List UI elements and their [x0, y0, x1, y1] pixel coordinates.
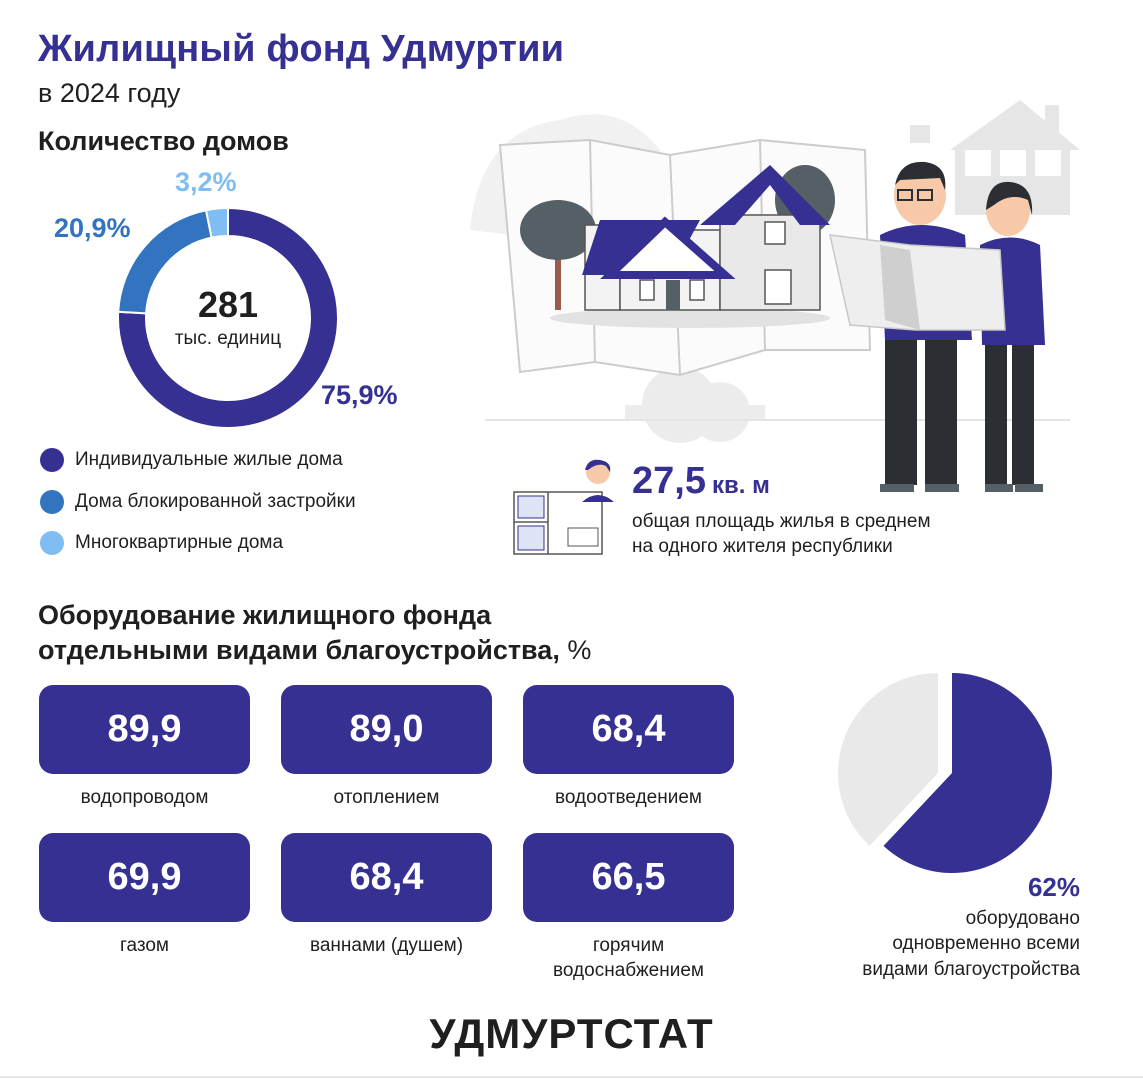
donut-slice-individual: [118, 208, 338, 428]
fully-equipped-percent: 62%: [1027, 872, 1080, 902]
equipment-title-line: Оборудование жилищного фонда: [38, 600, 492, 630]
legend-label: Многоквартирные дома: [75, 532, 284, 553]
area-description-line: общая площадь жилья в среднем: [632, 511, 931, 532]
donut-label-blocked: 20,9%: [54, 213, 131, 243]
legend-item-blocked: Дома блокированной застройки: [40, 489, 356, 515]
legend-dot-individual: [40, 448, 64, 472]
legend-dot-blocked: [40, 490, 64, 514]
stat-card-water-supply: 89,9: [39, 685, 250, 774]
donut-center-unit: тыс. единиц: [174, 328, 282, 349]
udmurtstat-logo: УДМУРТСТАТ: [429, 1010, 714, 1057]
floor-plan-icon: [513, 459, 614, 555]
footer-divider: [0, 1076, 1143, 1078]
area-value-unit: кв. м: [711, 472, 770, 499]
legend-item-apartment: Многоквартирные дома: [40, 530, 283, 556]
legend-item-individual: Индивидуальные жилые дома: [40, 447, 343, 473]
donut-slice-apartment: [204, 208, 229, 239]
pie-slice-equipped: [883, 673, 1052, 873]
area-description: общая площадь жилья в среднем на одного …: [632, 510, 931, 559]
equipment-title-unit: %: [559, 634, 592, 665]
area-description-line: на одного жителя республики: [632, 535, 893, 557]
donut-center-value: 281: [197, 284, 259, 325]
stat-label: горячим водоснабжением: [523, 934, 734, 983]
area-value-number: 27,5: [632, 460, 706, 502]
stat-card-sewerage: 68,4: [523, 685, 734, 774]
fully-equipped-line: одновременно всеми: [892, 933, 1080, 955]
stat-label-line: водоснабжением: [553, 959, 704, 981]
stat-card-heating: 89,0: [281, 685, 492, 774]
legend-dot-apartment: [40, 531, 64, 555]
donut-label-apartment: 3,2%: [175, 167, 237, 197]
stat-label: газом: [120, 935, 169, 956]
stat-label: водопроводом: [80, 787, 209, 808]
fully-equipped-line: видами благоустройства: [862, 958, 1080, 980]
stat-label: водоотведением: [555, 787, 702, 808]
legend-label: Дома блокированной застройки: [75, 491, 356, 512]
page-title: Жилищный фонд Удмуртии: [38, 28, 565, 70]
fully-equipped-line: оборудовано: [965, 908, 1080, 929]
stat-card-gas: 69,9: [39, 833, 250, 922]
houses-section-title: Количество домов: [38, 126, 289, 156]
fully-equipped-description: оборудовано одновременно всеми видами бл…: [820, 906, 1080, 982]
stat-label: ваннами (душем): [309, 935, 464, 956]
area-value: 27,5 кв. м: [632, 460, 770, 503]
donut-label-individual: 75,9%: [321, 380, 398, 410]
equipment-title-line: отдельными видами благоустройства,: [38, 634, 560, 665]
houses-donut-chart: [118, 208, 338, 428]
stat-label: отоплением: [333, 787, 440, 808]
equipment-section-title: Оборудование жилищного фонда отдельными …: [38, 598, 591, 667]
stat-card-bath: 68,4: [281, 833, 492, 922]
fully-equipped-pie-chart: [838, 673, 1052, 873]
pie-slice-rest: [838, 673, 938, 846]
page-subtitle: в 2024 году: [38, 78, 181, 108]
stat-card-hot-water: 66,5: [523, 833, 734, 922]
house-illustration: [470, 100, 1080, 492]
stat-label-line: горячим: [592, 935, 665, 956]
legend-label: Индивидуальные жилые дома: [75, 449, 343, 470]
